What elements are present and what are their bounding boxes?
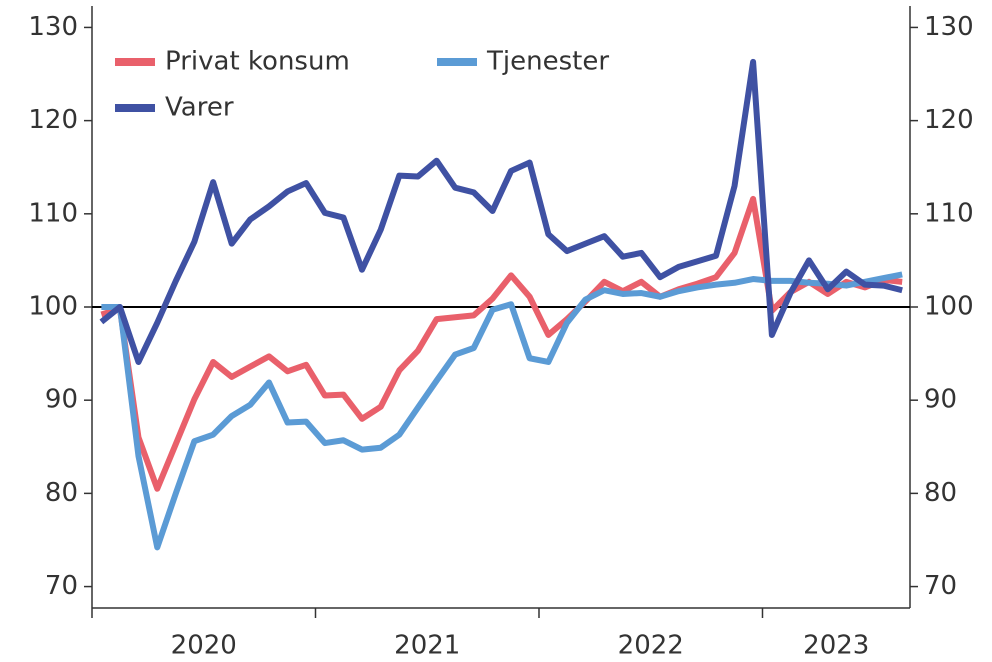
- x-tick-label: 2023: [803, 631, 869, 661]
- x-tick-label: 2021: [394, 631, 460, 661]
- line-series: [100, 195, 903, 492]
- line-series: [99, 58, 903, 365]
- y-tick-label: 120: [28, 105, 78, 135]
- y2-tick-label: 110: [924, 198, 974, 228]
- y-tick-label: 100: [28, 292, 78, 322]
- y2-tick-label: 130: [924, 12, 974, 42]
- x-tick-label: 2022: [618, 631, 684, 661]
- y-tick-label: 130: [28, 12, 78, 42]
- y2-tick-label: 120: [924, 105, 974, 135]
- legend-label: Privat konsum: [165, 47, 350, 77]
- legend-label: Varer: [165, 93, 234, 123]
- x-tick-label: 2020: [171, 631, 237, 661]
- y2-tick-label: 90: [924, 385, 957, 415]
- y-tick-label: 110: [28, 198, 78, 228]
- legend-label: Tjenester: [486, 47, 609, 77]
- y2-tick-label: 70: [924, 571, 957, 601]
- y-tick-label: 80: [45, 478, 78, 508]
- y2-tick-label: 100: [924, 292, 974, 322]
- y-tick-label: 70: [45, 571, 78, 601]
- y2-tick-label: 80: [924, 478, 957, 508]
- y-tick-label: 90: [45, 385, 78, 415]
